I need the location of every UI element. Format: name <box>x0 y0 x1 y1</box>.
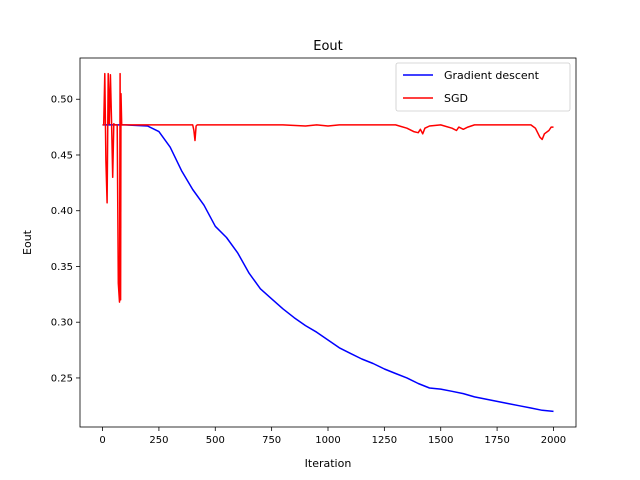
x-tick-label: 0 <box>99 435 105 446</box>
legend: Gradient descent SGD <box>395 62 571 112</box>
x-axis-label: Iteration <box>305 457 352 470</box>
x-tick-label: 1250 <box>372 435 397 446</box>
x-tick-label: 1750 <box>484 435 509 446</box>
x-tick-label: 250 <box>149 435 168 446</box>
x-tick-label: 1500 <box>428 435 453 446</box>
series-layer <box>102 72 554 413</box>
legend-box <box>395 62 571 112</box>
y-tick-label: 0.25 <box>51 373 73 384</box>
y-tick-label: 0.30 <box>51 318 73 329</box>
x-tick-label: 1000 <box>315 435 340 446</box>
y-tick-label: 0.40 <box>51 206 73 217</box>
y-tick-label: 0.45 <box>51 150 73 161</box>
y-axis-label: Eout <box>21 229 34 255</box>
legend-label-sgd: SGD <box>444 92 468 105</box>
x-tick-label: 750 <box>262 435 281 446</box>
legend-label-gradient-descent: Gradient descent <box>444 69 540 82</box>
series-line-sgd <box>102 72 554 303</box>
chart-title: Eout <box>313 39 343 54</box>
x-axis-ticks: 0 250 500 750 1000 1250 1500 1750 2000 <box>99 427 566 446</box>
x-tick-label: 500 <box>206 435 225 446</box>
y-tick-label: 0.50 <box>51 95 73 106</box>
series-line-gradient-descent <box>102 124 554 413</box>
y-tick-label: 0.35 <box>51 262 73 273</box>
x-tick-label: 2000 <box>541 435 566 446</box>
y-axis-ticks: 0.25 0.30 0.35 0.40 0.45 0.50 <box>51 95 80 384</box>
